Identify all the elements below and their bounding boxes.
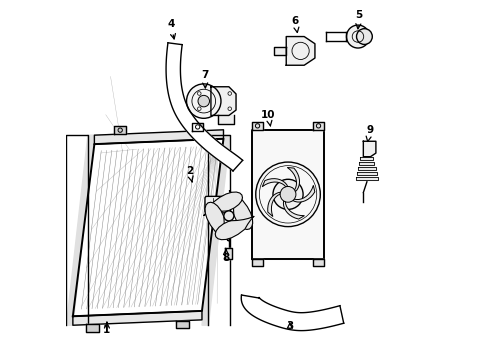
Polygon shape [205,202,228,241]
FancyBboxPatch shape [205,196,226,213]
Text: 1: 1 [103,322,111,335]
Polygon shape [286,37,315,65]
Circle shape [198,95,210,107]
Circle shape [273,179,303,210]
Polygon shape [203,192,243,216]
Polygon shape [359,162,374,165]
Polygon shape [364,141,376,157]
Polygon shape [313,259,324,266]
Polygon shape [283,201,304,219]
Text: 9: 9 [366,125,373,141]
Polygon shape [115,126,126,134]
Polygon shape [95,130,223,144]
Polygon shape [326,32,346,41]
Polygon shape [358,167,375,170]
Text: 2: 2 [186,166,193,182]
Circle shape [187,84,221,118]
Text: 6: 6 [292,16,299,32]
Polygon shape [262,179,288,187]
Text: 4: 4 [167,19,175,39]
Polygon shape [67,135,95,325]
Circle shape [280,186,296,202]
Text: 3: 3 [286,321,294,331]
Circle shape [357,29,372,44]
Polygon shape [73,139,223,316]
Text: 10: 10 [261,110,275,126]
Text: 7: 7 [201,70,209,88]
Polygon shape [252,259,263,266]
Text: 8: 8 [222,249,230,263]
Polygon shape [73,311,202,325]
Polygon shape [268,192,280,217]
Polygon shape [357,172,377,175]
Polygon shape [176,321,189,328]
Polygon shape [86,324,98,332]
Polygon shape [192,123,203,131]
Text: 5: 5 [355,10,363,29]
Polygon shape [202,135,230,325]
Polygon shape [356,177,378,180]
Circle shape [346,25,369,48]
Circle shape [224,211,234,221]
Polygon shape [293,185,315,202]
Polygon shape [218,116,234,125]
Polygon shape [225,248,232,259]
Polygon shape [215,216,254,240]
Polygon shape [252,122,263,130]
Polygon shape [287,167,299,192]
Polygon shape [274,46,286,55]
Polygon shape [166,43,243,171]
Polygon shape [361,157,373,160]
Polygon shape [229,190,253,229]
Polygon shape [313,122,324,130]
Polygon shape [252,130,324,259]
Polygon shape [241,295,343,330]
Polygon shape [211,87,236,116]
